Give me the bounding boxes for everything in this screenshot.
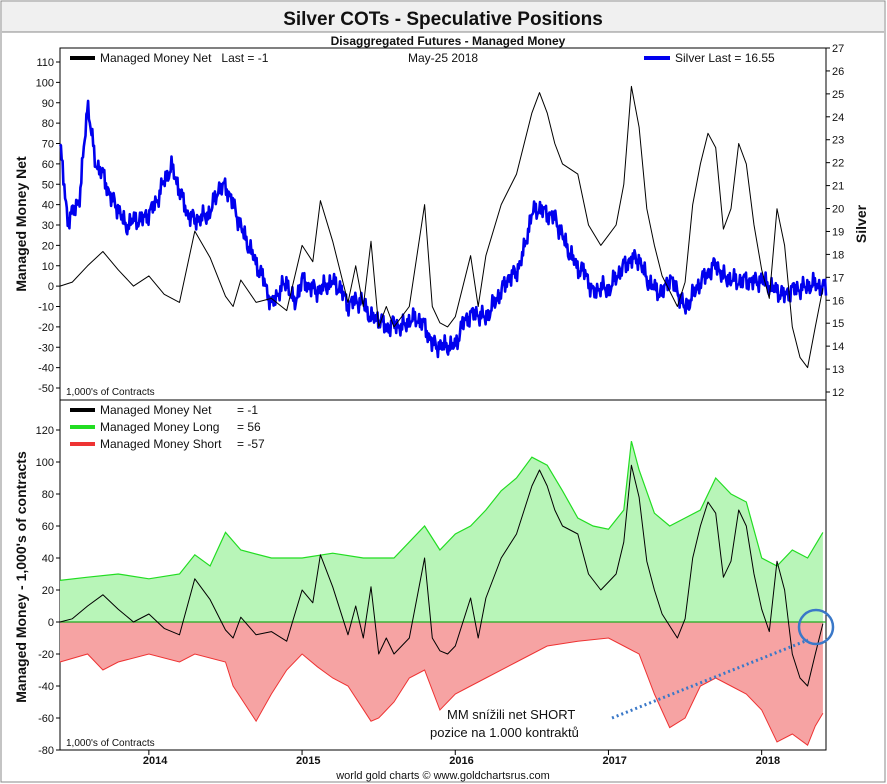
long-area bbox=[60, 441, 823, 622]
annotation: MM snížili net SHORT pozice na 1.000 kon… bbox=[430, 608, 835, 740]
top-y2tick-label-11: 23 bbox=[832, 135, 844, 147]
bottom-ytick-label-3: -20 bbox=[38, 649, 54, 661]
bottom-legend: Managed Money Net = -1 Managed Money Lon… bbox=[70, 403, 265, 451]
top-ytick-label-9: 40 bbox=[42, 200, 54, 212]
bottom-ytick-label-9: 100 bbox=[36, 457, 54, 469]
top-y2tick-label-1: 13 bbox=[832, 364, 844, 376]
legend2-net-label: Managed Money Net bbox=[100, 403, 212, 417]
annotation-line1: MM snížili net SHORT bbox=[447, 707, 575, 722]
long-line bbox=[59, 441, 824, 581]
title-banner bbox=[2, 2, 884, 32]
annotation-arrow bbox=[611, 638, 809, 720]
chart-subtitle: Disaggregated Futures - Managed Money bbox=[331, 34, 566, 48]
top-y2tick-label-5: 17 bbox=[832, 272, 844, 284]
top-date-label: May-25 2018 bbox=[408, 51, 478, 65]
bottom-ytick-label-7: 60 bbox=[42, 521, 54, 533]
footer-credit: world gold charts © www.goldchartsrus.co… bbox=[335, 770, 550, 782]
bottom-plot-area bbox=[59, 441, 826, 746]
top-panel: -50 -40 -30 -20 -10 0 10 20 30 40 50 60 70 80 90 100 110… bbox=[13, 43, 869, 401]
bottom-ytick-label-0: -80 bbox=[38, 745, 54, 757]
top-y2tick-label-13: 25 bbox=[832, 89, 844, 101]
bottom-net-line bbox=[59, 464, 824, 687]
top-ytick-label-15: 100 bbox=[36, 77, 54, 89]
top-ylabel: Managed Money Net bbox=[13, 156, 29, 292]
short-area bbox=[60, 622, 823, 746]
top-ytick-label-8: 30 bbox=[42, 220, 54, 232]
top-y2tick-label-10: 22 bbox=[832, 158, 844, 170]
top-legend: Managed Money Net Last = -1 Silver Last … bbox=[70, 51, 775, 65]
chart-title: Silver COTs - Speculative Positions bbox=[283, 9, 603, 30]
top-y2label: Silver bbox=[853, 204, 869, 243]
top-y2tick-label-14: 26 bbox=[832, 66, 844, 78]
annotation-line2: pozice na 1.000 kontraktů bbox=[430, 725, 579, 740]
bottom-ytick-label-2: -40 bbox=[38, 681, 54, 693]
top-ytick-label-7: 20 bbox=[42, 240, 54, 252]
legend2-long-label: Managed Money Long bbox=[100, 420, 219, 434]
top-ytick-label-2: -30 bbox=[38, 342, 54, 354]
xtick-label-1: 2015 bbox=[296, 755, 320, 767]
top-ytick-label-4: -10 bbox=[38, 302, 54, 314]
top-y2tick-label-7: 19 bbox=[832, 226, 844, 238]
bottom-ytick-label-10: 120 bbox=[36, 425, 54, 437]
top-plot-area bbox=[58, 85, 828, 369]
xtick-label-2: 2016 bbox=[449, 755, 473, 767]
annotation-circle bbox=[797, 608, 835, 646]
top-y2tick-label-2: 14 bbox=[832, 341, 844, 353]
bottom-ytick-label-4: 0 bbox=[48, 617, 54, 629]
bottom-panel: -80 -60 -40 -20 0 20 40 60 80 100 120 2014 2015 2016… bbox=[13, 399, 835, 767]
top-ytick-label-10: 50 bbox=[42, 179, 54, 191]
top-ytick-label-12: 70 bbox=[42, 139, 54, 151]
top-ytick-label-1: -40 bbox=[38, 363, 54, 375]
top-ytick-label-5: 0 bbox=[48, 281, 54, 293]
top-y2tick-label-8: 20 bbox=[832, 204, 844, 216]
top-left-axis: -50 -40 -30 -20 -10 0 10 20 30 40 50 60 70 80 90 100 110 bbox=[36, 57, 60, 395]
top-units-note: 1,000's of Contracts bbox=[66, 387, 155, 398]
bottom-ylabel: Managed Money - 1,000's of contracts bbox=[13, 451, 29, 703]
top-y2tick-label-12: 24 bbox=[832, 112, 844, 124]
short-line bbox=[59, 637, 824, 746]
top-y2tick-label-6: 18 bbox=[832, 249, 844, 261]
top-y2tick-label-3: 15 bbox=[832, 318, 844, 330]
top-ytick-label-11: 60 bbox=[42, 159, 54, 171]
bottom-ytick-label-1: -60 bbox=[38, 713, 54, 725]
top-ytick-label-0: -50 bbox=[38, 383, 54, 395]
top-ytick-label-16: 110 bbox=[36, 57, 54, 69]
bottom-ytick-label-5: 20 bbox=[42, 585, 54, 597]
legend2-long-value: = 56 bbox=[237, 420, 261, 434]
top-ytick-label-6: 10 bbox=[42, 261, 54, 273]
top-y2tick-label-15: 27 bbox=[832, 43, 844, 55]
legend2-short-label: Managed Money Short bbox=[100, 437, 222, 451]
legend2-short-value: = -57 bbox=[237, 437, 265, 451]
bottom-ytick-label-8: 80 bbox=[42, 489, 54, 501]
top-ytick-label-14: 90 bbox=[42, 98, 54, 110]
x-axis: 2014 2015 2016 2017 2018 bbox=[60, 749, 826, 767]
top-net-line bbox=[59, 85, 824, 369]
top-y2tick-label-0: 12 bbox=[832, 387, 844, 399]
bottom-units-note: 1,000's of Contracts bbox=[66, 738, 155, 749]
legend-silver-label: Silver Last = 16.55 bbox=[675, 51, 775, 65]
bottom-ytick-label-6: 40 bbox=[42, 553, 54, 565]
xtick-label-3: 2017 bbox=[602, 755, 626, 767]
legend-net-label: Managed Money Net Last = -1 bbox=[100, 51, 269, 65]
silver-price-line bbox=[58, 99, 828, 359]
top-ytick-label-13: 80 bbox=[42, 118, 54, 130]
top-ytick-label-3: -20 bbox=[38, 322, 54, 334]
legend2-net-value: = -1 bbox=[237, 403, 258, 417]
bottom-left-axis: -80 -60 -40 -20 0 20 40 60 80 100 120 bbox=[36, 425, 60, 757]
top-right-axis: 12 13 14 15 16 17 18 19 20 21 22 23 24 25 26 27 bbox=[826, 43, 844, 399]
top-y2tick-label-9: 21 bbox=[832, 181, 844, 193]
xtick-label-0: 2014 bbox=[143, 755, 168, 767]
top-y2tick-label-4: 16 bbox=[832, 295, 844, 307]
xtick-label-4: 2018 bbox=[756, 755, 780, 767]
